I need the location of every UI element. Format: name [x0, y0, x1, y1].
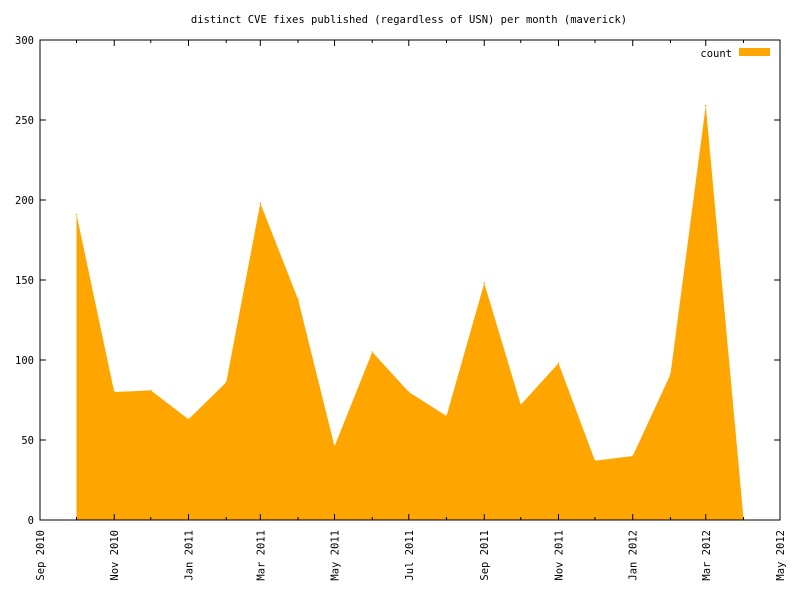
y-tick-label: 150	[15, 275, 34, 287]
y-tick-label: 100	[15, 355, 34, 367]
data-point	[187, 418, 190, 421]
y-tick-label: 0	[28, 515, 34, 527]
x-tick-label: Nov 2010	[109, 530, 121, 581]
data-point	[333, 445, 336, 448]
legend-label: count	[700, 48, 732, 60]
data-point	[371, 351, 374, 353]
data-point	[594, 460, 596, 462]
legend-swatch	[739, 48, 770, 56]
x-tick-label: Jan 2012	[628, 530, 640, 581]
y-tick-label: 200	[15, 195, 34, 207]
data-point	[407, 391, 410, 393]
data-point	[631, 455, 634, 457]
data-point	[149, 389, 152, 392]
x-tick-label: Jul 2011	[404, 530, 416, 581]
area-layer	[75, 104, 745, 520]
chart-title: distinct CVE fixes published (regardless…	[191, 14, 627, 26]
x-tick-label: May 2012	[775, 530, 787, 581]
x-tick-label: May 2011	[330, 530, 342, 581]
data-point	[297, 298, 299, 301]
data-point	[75, 213, 78, 216]
x-tick-label: Sep 2011	[479, 530, 491, 581]
y-tick-label: 300	[15, 35, 34, 47]
data-point	[519, 404, 522, 406]
data-point	[704, 104, 707, 107]
x-tick-label: Jan 2011	[183, 530, 195, 581]
x-tick-label: Mar 2012	[701, 530, 713, 581]
axes: 0 50 100 150 200 250 300 Sep 2010 Nov 2010 Jan 20…	[15, 35, 787, 581]
data-point	[557, 362, 560, 365]
x-tick-label: Nov 2011	[553, 530, 565, 581]
legend: count	[700, 48, 770, 60]
data-point	[113, 391, 116, 393]
data-point	[669, 373, 672, 376]
data-point	[225, 381, 228, 384]
y-tick-label: 50	[21, 435, 34, 447]
y-tick-label: 250	[15, 115, 34, 127]
data-point	[259, 202, 262, 204]
x-tick-label: Sep 2010	[35, 530, 47, 581]
x-tick-label: Mar 2011	[255, 530, 267, 581]
data-point	[445, 415, 448, 417]
data-point	[483, 282, 486, 285]
series-area-count	[76, 105, 744, 520]
